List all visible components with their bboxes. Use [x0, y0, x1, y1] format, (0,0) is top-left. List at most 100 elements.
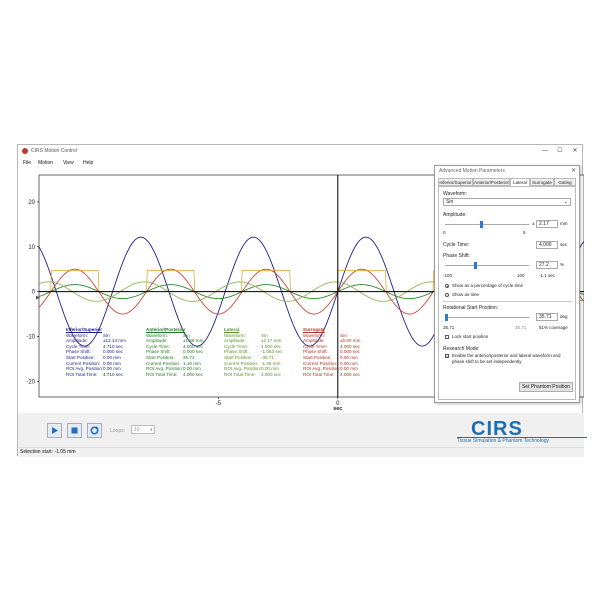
cycle-time-unit: sec [560, 242, 568, 247]
info-row: ROI Total Time: 4.000 sec [224, 372, 282, 378]
phase-seconds: -1.1 sec [539, 273, 556, 278]
info-key: Waveform: [224, 332, 247, 338]
info-key: Start Position: [146, 354, 175, 360]
info-key: Amplitude: [303, 338, 325, 344]
tab-surrogate[interactable]: Surrogate [530, 178, 554, 186]
info-title: Surrogate [303, 327, 325, 332]
logo-name: CIRS [471, 418, 523, 440]
info-key: Waveform: [66, 332, 89, 338]
tab-gating[interactable]: Gating [554, 178, 576, 186]
info-value: 0.00 mm [183, 366, 201, 372]
phase-slider-thumb[interactable] [473, 262, 477, 269]
info-row: Waveform: Sin [303, 333, 360, 339]
info-key: ROI Avg. Position: [224, 366, 262, 372]
info-row: Start Position: -35.71 [224, 355, 282, 361]
info-value: 0.000 sec [103, 349, 123, 355]
info-key: Waveform: [303, 332, 326, 338]
info-inferior-superior: Inferior/Superior Waveform: Sin Amplitude: ±… [66, 327, 126, 377]
spinner-arrows-icon[interactable]: ⬍ [149, 427, 153, 432]
info-key: Phase Shift: [303, 349, 328, 355]
phase-shift-input[interactable]: 27.2 [536, 261, 558, 269]
phase-shift-unit: % [560, 262, 565, 267]
maximize-button[interactable]: ☐ [557, 148, 563, 154]
phase-shift-label: Phase Shift: [443, 253, 470, 259]
control-bar: Loops: 10 ⬍ [18, 413, 584, 447]
info-value: 4.000 sec [261, 343, 281, 349]
x-tick-label: -5 [216, 401, 222, 407]
radio-time[interactable] [445, 293, 449, 297]
amplitude-input[interactable]: 2.17 [536, 220, 558, 228]
y-tick-label: 0 [32, 290, 36, 296]
y-tick-label: -10 [26, 334, 35, 340]
info-row: Cycle Time: 4.000 sec [146, 344, 203, 350]
loops-value: 10 [134, 427, 140, 433]
menu-motion[interactable]: Motion [38, 160, 54, 166]
info-value: 0.000 sec [183, 349, 203, 355]
app-icon [22, 148, 28, 154]
panel-close-button[interactable]: ✕ [570, 168, 576, 174]
cycle-time-value: 4.000 [539, 242, 552, 248]
phase-shift-value: 27.2 [539, 262, 549, 268]
rotational-slider-thumb[interactable] [445, 314, 449, 321]
title-bar: CIRS Motion Control — ☐ ✕ [18, 145, 582, 158]
loops-spinner[interactable]: 10 ⬍ [131, 425, 155, 434]
selection-marker-icon [36, 295, 40, 300]
info-row: Current Position: 0.00 mm [303, 361, 360, 367]
info-value: ±5.00 mm [340, 338, 361, 344]
amplitude-slider-track[interactable] [445, 224, 529, 225]
y-tick-label: 10 [28, 245, 35, 251]
rotational-input[interactable]: 35.71 [536, 313, 558, 321]
research-mode-checkbox[interactable]: ✓ [445, 354, 450, 359]
stop-button[interactable] [67, 423, 82, 438]
amplitude-slider-thumb[interactable] [479, 221, 483, 228]
y-tick-label: 20 [28, 200, 35, 206]
tab-lateral[interactable]: Lateral [510, 178, 530, 186]
menu-file[interactable]: File [23, 160, 32, 166]
waveform-select[interactable]: Sin ⌄ [443, 198, 571, 206]
set-phantom-position-button[interactable]: Set Phantom Position [519, 382, 573, 392]
info-value: 0.000 sec [340, 349, 360, 355]
info-value: Sin [261, 332, 268, 338]
waveform-value: Sin [446, 199, 454, 205]
menu-help[interactable]: Help [83, 160, 94, 166]
info-value: 4.000 sec [261, 371, 281, 377]
tab-anterior-posterior[interactable]: Anterior/Posterior [473, 178, 510, 186]
info-value: Sin [183, 332, 190, 338]
radio-percentage[interactable] [445, 284, 449, 288]
info-key: ROI Total Time: [66, 371, 98, 377]
cycle-time-input[interactable]: 4.000 [536, 241, 558, 249]
info-row: Cycle Time: 4.710 sec [66, 344, 126, 350]
info-value: 0.00 mm [340, 366, 358, 372]
info-row: Cycle Time: 4.000 sec [224, 344, 282, 350]
research-mode-label: Research Mode: [443, 346, 480, 352]
info-value: 1.10 mm [183, 360, 201, 366]
info-row: Amplitude: ±12.14 mm [66, 338, 126, 344]
info-key: Current Position: [224, 360, 259, 366]
amplitude-prefix: ± [532, 221, 535, 226]
menu-view[interactable]: View [63, 160, 74, 166]
info-row: Start Position: 0.00 mm [303, 355, 360, 361]
info-row: Cycle Time: 4.000 sec [303, 344, 360, 350]
info-row: Phase Shift: -1.083 sec [224, 349, 282, 355]
info-row: Waveform: Sin [66, 333, 126, 339]
info-row: ROI Total Time: 4.000 sec [146, 372, 203, 378]
play-button[interactable] [47, 423, 62, 438]
info-title: Lateral [224, 327, 240, 332]
loop-button[interactable] [87, 423, 102, 438]
minimize-button[interactable]: — [542, 148, 548, 154]
rotational-slider-track[interactable] [445, 317, 529, 318]
info-row: ROI Avg. Position:0.00 mm [224, 366, 282, 372]
info-key: ROI Avg. Position: [146, 366, 184, 372]
radio-time-label: Show as time [452, 292, 480, 297]
info-value: 0.00 mm [103, 354, 121, 360]
lock-start-checkbox[interactable] [445, 335, 449, 339]
info-value: 4.710 sec [103, 371, 123, 377]
close-button[interactable]: ✕ [572, 148, 578, 154]
tab-inferior-superior[interactable]: Inferior/Superior [438, 178, 473, 186]
status-text: Selection start: -1.05 mm [20, 449, 76, 455]
info-lateral: Lateral Waveform: Sin Amplitude: ±2.17 mm Cyc… [224, 327, 282, 377]
rotational-value: 35.71 [539, 314, 552, 320]
waveform-label: Waveform: [443, 191, 467, 197]
info-value: 0.00 mm [103, 366, 121, 372]
phase-slider-track[interactable] [445, 265, 529, 266]
